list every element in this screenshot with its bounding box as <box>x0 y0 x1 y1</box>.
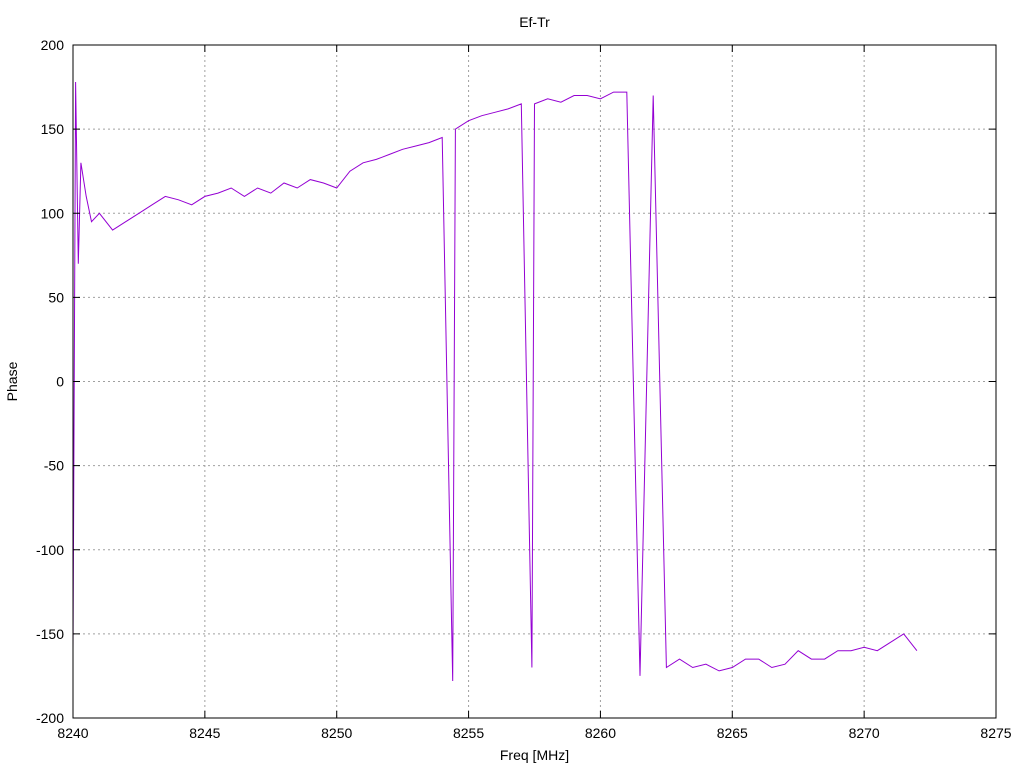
y-tick-label: 150 <box>41 121 65 137</box>
series-layer <box>72 81 918 682</box>
x-tick-label: 8275 <box>980 725 1011 741</box>
y-tick-label: 200 <box>41 37 65 53</box>
x-tick-label: 8245 <box>189 725 220 741</box>
y-tick-label: 100 <box>41 205 65 221</box>
ticks <box>72 44 997 719</box>
x-axis-label: Freq [MHz] <box>500 747 569 763</box>
x-tick-label: 8250 <box>321 725 352 741</box>
data-series-line <box>72 81 918 682</box>
x-tick-labels: 8240 8245 8250 8255 8260 8265 8270 8275 <box>57 725 1011 741</box>
y-axis-label: Phase <box>4 361 20 401</box>
y-tick-label: 50 <box>48 289 64 305</box>
y-tick-label: 0 <box>56 374 64 390</box>
x-tick-label: 8265 <box>717 725 748 741</box>
x-tick-label: 8270 <box>849 725 880 741</box>
x-tick-label: 8240 <box>57 725 88 741</box>
chart-title: Ef-Tr <box>519 14 550 30</box>
x-tick-label: 8255 <box>453 725 484 741</box>
x-tick-label: 8260 <box>585 725 616 741</box>
y-tick-label: -50 <box>44 458 64 474</box>
y-tick-label: -200 <box>36 710 64 726</box>
y-tick-label: -100 <box>36 542 64 558</box>
y-tick-label: -150 <box>36 626 64 642</box>
y-tick-labels: -200 -150 -100 -50 0 50 100 150 200 <box>36 37 64 726</box>
